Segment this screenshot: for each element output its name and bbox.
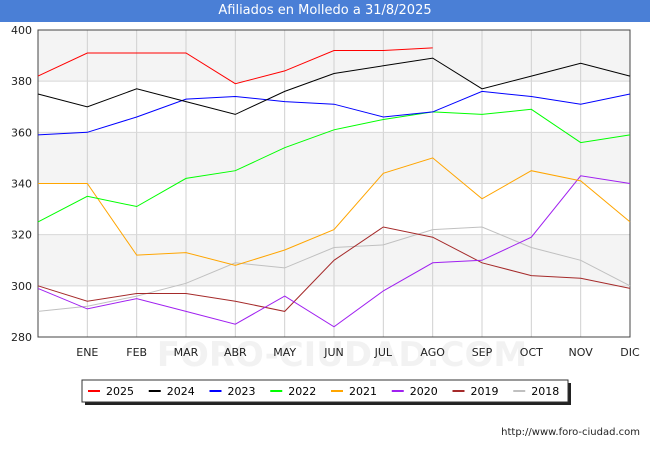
legend-label-2018: 2018 (531, 385, 559, 398)
series-line-2018 (37, 226, 631, 312)
series-line-2021 (38, 157, 631, 266)
x-tick-label: DIC (620, 346, 640, 359)
x-tick-label: NOV (569, 346, 594, 359)
legend-label-2024: 2024 (167, 385, 195, 398)
x-tick-label: MAR (174, 346, 199, 359)
series-line-2020 (37, 175, 631, 328)
chart-title: Afiliados en Molledo a 31/8/2025 (0, 0, 650, 22)
y-tick-label: 320 (11, 229, 32, 242)
x-tick-label: OCT (520, 346, 543, 359)
legend-box (81, 379, 569, 403)
legend-label-2020: 2020 (410, 385, 438, 398)
y-tick-label: 400 (11, 24, 32, 37)
y-tick-label: 280 (11, 331, 32, 344)
series-line-2022 (37, 108, 631, 223)
legend-label-2023: 2023 (228, 385, 256, 398)
legend-label-2021: 2021 (349, 385, 377, 398)
x-tick-label: FEB (126, 346, 147, 359)
series-line-2025 (37, 47, 433, 85)
series-line-2024 (37, 57, 631, 115)
x-tick-label: MAY (273, 346, 296, 359)
x-tick-label: JUN (323, 346, 344, 359)
x-tick-label: ENE (76, 346, 98, 359)
watermark-text: FORO-CIUDAD.COM (157, 335, 528, 375)
x-tick-label: ABR (224, 346, 247, 359)
x-tick-label: JUL (374, 346, 393, 359)
series-line-2023 (37, 90, 631, 136)
y-tick-label: 340 (11, 178, 32, 191)
y-tick-label: 300 (11, 280, 32, 293)
legend-label-2019: 2019 (471, 385, 499, 398)
y-tick-label: 380 (11, 75, 32, 88)
legend-label-2022: 2022 (288, 385, 316, 398)
y-tick-label: 360 (11, 126, 32, 139)
source-url[interactable]: http://www.foro-ciudad.com (501, 427, 640, 438)
x-tick-label: SEP (472, 346, 493, 359)
x-tick-label: AGO (420, 346, 445, 359)
legend-label-2025: 2025 (106, 385, 134, 398)
series-line-2019 (37, 226, 631, 312)
